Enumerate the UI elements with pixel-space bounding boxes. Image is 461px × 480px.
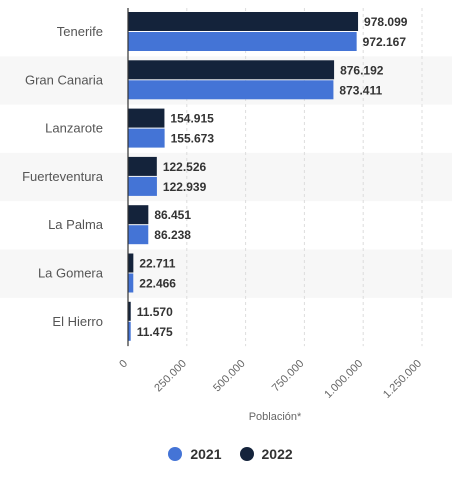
data-label-2022-tenerife: 978.099 — [364, 15, 408, 29]
legend-item-2022[interactable]: 2022 — [239, 446, 293, 462]
bar-2022-el-hierro — [128, 301, 131, 321]
x-axis-title: Población* — [249, 411, 302, 423]
category-label-la-palma: La Palma — [48, 217, 104, 232]
bar-2021-el-hierro — [128, 321, 131, 341]
bar-2022-lanzarote — [128, 108, 165, 128]
category-label-fuerteventura: Fuerteventura — [22, 169, 104, 184]
bar-2021-lanzarote — [128, 128, 165, 148]
bar-2021-tenerife — [128, 32, 357, 51]
bar-2022-la-palma — [128, 205, 149, 225]
x-tick-label: 750.000 — [270, 358, 307, 395]
data-label-2022-la-palma: 86.451 — [154, 208, 191, 222]
bar-chart: Tenerife 978.099 972.167 Gran Canaria 876.19… — [0, 8, 452, 423]
legend-marker-2021 — [168, 447, 183, 461]
bar-2021-la-gomera — [128, 273, 134, 293]
x-tick-label: 0 — [117, 358, 130, 371]
legend-label-2021: 2021 — [190, 446, 222, 462]
category-label-la-gomera: La Gomera — [38, 266, 104, 281]
category-label-tenerife: Tenerife — [57, 24, 103, 39]
legend: 2021 2022 — [0, 446, 461, 462]
bar-2022-la-gomera — [128, 253, 134, 273]
data-label-2022-el-hierro: 11.570 — [137, 305, 173, 319]
data-label-2021-tenerife: 972.167 — [363, 35, 407, 49]
data-label-2022-fuerteventura: 122.526 — [163, 160, 207, 174]
bar-2022-fuerteventura — [128, 156, 157, 176]
data-label-2021-la-palma: 86.238 — [154, 228, 191, 242]
bar-2022-tenerife — [128, 12, 359, 31]
data-label-2021-fuerteventura: 122.939 — [163, 180, 207, 194]
category-label-el-hierro: El Hierro — [52, 314, 103, 329]
data-label-2022-gran-canaria: 876.192 — [340, 63, 384, 77]
x-tick-label: 250.000 — [152, 358, 189, 395]
row-band-la-gomera — [0, 249, 452, 298]
x-tick-label: 1.000.000 — [322, 358, 365, 401]
legend-marker-2022 — [239, 447, 254, 461]
bar-2021-gran-canaria — [128, 80, 334, 100]
x-tick-label: 500.000 — [211, 358, 248, 395]
data-label-2021-lanzarote: 155.673 — [171, 132, 215, 146]
x-tick-label: 1.250.000 — [381, 358, 424, 401]
legend-item-2021[interactable]: 2021 — [168, 446, 222, 462]
bar-2022-gran-canaria — [128, 60, 335, 80]
data-label-2022-la-gomera: 22.711 — [139, 257, 175, 271]
data-label-2021-gran-canaria: 873.411 — [339, 83, 382, 97]
category-label-lanzarote: Lanzarote — [45, 121, 103, 136]
legend-label-2022: 2022 — [261, 446, 293, 462]
row-band-fuerteventura — [0, 152, 452, 202]
data-label-2021-el-hierro: 11.475 — [137, 325, 173, 339]
data-label-2022-lanzarote: 154.915 — [170, 112, 214, 126]
category-label-gran-canaria: Gran Canaria — [25, 72, 104, 87]
bar-2021-fuerteventura — [128, 176, 157, 196]
data-label-2021-la-gomera: 22.466 — [139, 277, 176, 291]
bar-2021-la-palma — [128, 225, 149, 245]
